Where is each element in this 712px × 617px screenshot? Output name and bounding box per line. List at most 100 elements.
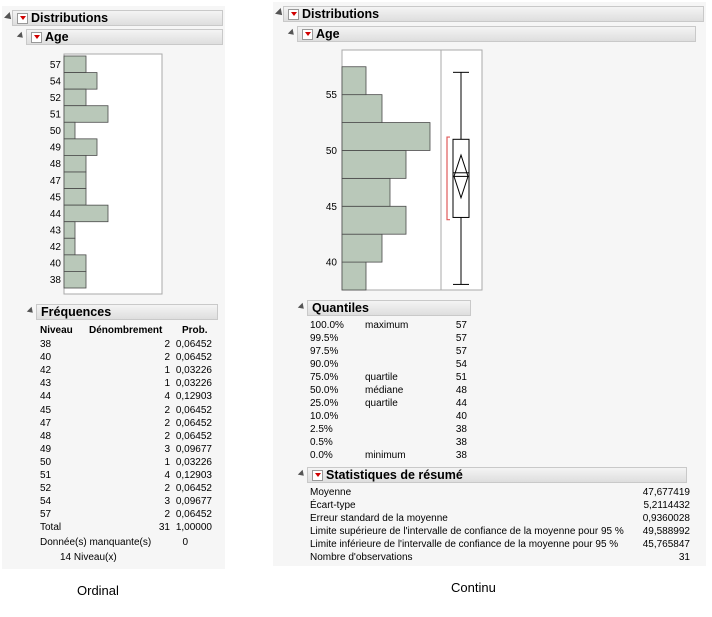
ordinal-tick-label: 51 xyxy=(50,110,62,121)
disclosure-icon[interactable] xyxy=(16,31,26,41)
total-count: 31 xyxy=(158,522,170,533)
summary-label: Erreur standard de la moyenne xyxy=(310,513,448,524)
mean-diamond xyxy=(453,153,469,200)
quantile-value: 48 xyxy=(455,385,467,396)
freq-prob: 0,09677 xyxy=(175,443,212,455)
quantile-percent: 100.0% xyxy=(310,320,344,331)
summary-value: 49,588992 xyxy=(642,526,690,537)
freq-prob: 0,03226 xyxy=(175,456,212,468)
ordinal-bar xyxy=(63,188,87,206)
ordinal-tick-label: 45 xyxy=(50,192,62,203)
freq-prob: 0,06452 xyxy=(175,509,212,521)
red-triangle-menu-icon[interactable] xyxy=(17,12,28,24)
freq-prob: 0,06452 xyxy=(175,404,212,416)
shortest-half-bracket xyxy=(446,136,450,221)
ordinal-bar xyxy=(63,204,109,223)
summary-value: 5,2114432 xyxy=(643,500,690,511)
ordinal-tick-label: 38 xyxy=(50,275,62,286)
disclosure-icon[interactable] xyxy=(275,8,285,18)
axis-tick-label: 55 xyxy=(326,90,338,101)
quantile-label: maximum xyxy=(365,320,409,331)
freq-level: 49 xyxy=(40,443,52,455)
ordinal-histogram: 57 54 52 51 50 49 48 47 45 44 43 42 40 38 xyxy=(50,53,163,295)
red-triangle-menu-icon[interactable] xyxy=(312,469,323,481)
ordinal-tick-label: 52 xyxy=(50,93,62,104)
ordinal-bar xyxy=(63,155,87,173)
ordinal-tick-label: 44 xyxy=(50,209,62,220)
freq-level: 43 xyxy=(40,378,52,390)
disclosure-icon[interactable] xyxy=(297,302,307,312)
freq-level: 48 xyxy=(40,430,52,442)
summary-title: Statistiques de résumé xyxy=(326,468,463,482)
ordinal-bar xyxy=(63,254,87,272)
ordinal-tick-label: 49 xyxy=(50,143,62,154)
axis-tick-label: 40 xyxy=(326,258,338,269)
freq-count: 1 xyxy=(164,378,170,390)
freq-level: 44 xyxy=(40,391,52,403)
axis-tick-label: 45 xyxy=(326,202,338,213)
quantiles-title: Quantiles xyxy=(312,301,369,315)
continuous-caption: Continu xyxy=(451,580,496,595)
summary-label: Limite inférieure de l'intervalle de con… xyxy=(310,539,619,550)
freq-prob: 0,06452 xyxy=(175,339,212,350)
disclosure-icon[interactable] xyxy=(4,12,14,22)
freq-count: 2 xyxy=(164,352,170,364)
freq-prob: 0,12903 xyxy=(175,391,212,403)
freq-prob: 0,12903 xyxy=(175,470,212,481)
freq-prob: 0,06452 xyxy=(175,483,212,495)
ordinal-tick-label: 57 xyxy=(50,60,62,71)
total-prob: 1,00000 xyxy=(175,522,212,533)
ordinal-tick-label: 48 xyxy=(50,159,62,170)
histogram-bar xyxy=(341,233,383,263)
summary-value: 47,677419 xyxy=(642,487,690,498)
summary-value: 45,765847 xyxy=(642,539,690,550)
summary-value: 0,9360028 xyxy=(642,513,690,524)
ordinal-tick-label: 43 xyxy=(50,226,62,237)
quantiles-header[interactable]: Quantiles xyxy=(297,300,471,316)
histogram-bar xyxy=(341,122,431,151)
distributions-title: Distributions xyxy=(31,11,109,25)
disclosure-icon[interactable] xyxy=(287,28,297,38)
red-triangle-menu-icon[interactable] xyxy=(302,28,313,40)
quantile-value: 51 xyxy=(455,372,467,383)
freq-prob: 0,06452 xyxy=(175,352,212,364)
summary-value: 31 xyxy=(678,552,690,563)
freq-count: 1 xyxy=(164,365,170,377)
freq-level: 52 xyxy=(40,483,52,495)
freq-level: 38 xyxy=(40,339,52,350)
red-triangle-menu-icon[interactable] xyxy=(31,31,42,43)
ordinal-bar xyxy=(63,72,98,90)
missing-value: 0 xyxy=(182,537,188,548)
ordinal-bar xyxy=(63,171,87,189)
histogram-bar xyxy=(341,66,367,96)
histogram-bar xyxy=(341,94,383,123)
ordinal-bar xyxy=(63,138,98,156)
summary-header[interactable]: Statistiques de résumé xyxy=(297,467,687,483)
quantile-value: 57 xyxy=(455,320,467,331)
histogram-bar xyxy=(341,177,391,207)
missing-label: Donnée(s) manquante(s) xyxy=(40,537,152,548)
quantile-value: 44 xyxy=(455,398,467,409)
ordinal-bar xyxy=(63,105,109,123)
freq-level: 50 xyxy=(40,456,52,468)
col-count: Dénombrement xyxy=(89,325,163,336)
freq-level: 57 xyxy=(40,509,52,521)
disclosure-icon[interactable] xyxy=(26,306,36,316)
quantile-percent: 0.5% xyxy=(310,437,333,448)
frequencies-header[interactable]: Fréquences xyxy=(26,304,218,320)
freq-count: 2 xyxy=(164,404,170,416)
quantile-percent: 0.0% xyxy=(310,450,333,461)
distributions-header-right[interactable]: Distributions xyxy=(275,6,704,22)
ordinal-caption: Ordinal xyxy=(77,583,119,598)
distributions-header-left[interactable]: Distributions xyxy=(4,10,223,26)
freq-count: 4 xyxy=(164,391,170,403)
age-header-right[interactable]: Age xyxy=(287,26,696,42)
age-header-left[interactable]: Age xyxy=(16,29,223,45)
ordinal-bar xyxy=(63,88,87,107)
disclosure-icon[interactable] xyxy=(297,469,307,479)
ordinal-bar xyxy=(63,121,76,140)
red-triangle-menu-icon[interactable] xyxy=(288,8,299,20)
freq-prob: 0,09677 xyxy=(175,496,212,508)
quantile-value: 54 xyxy=(455,359,467,370)
freq-level: 45 xyxy=(40,404,52,416)
